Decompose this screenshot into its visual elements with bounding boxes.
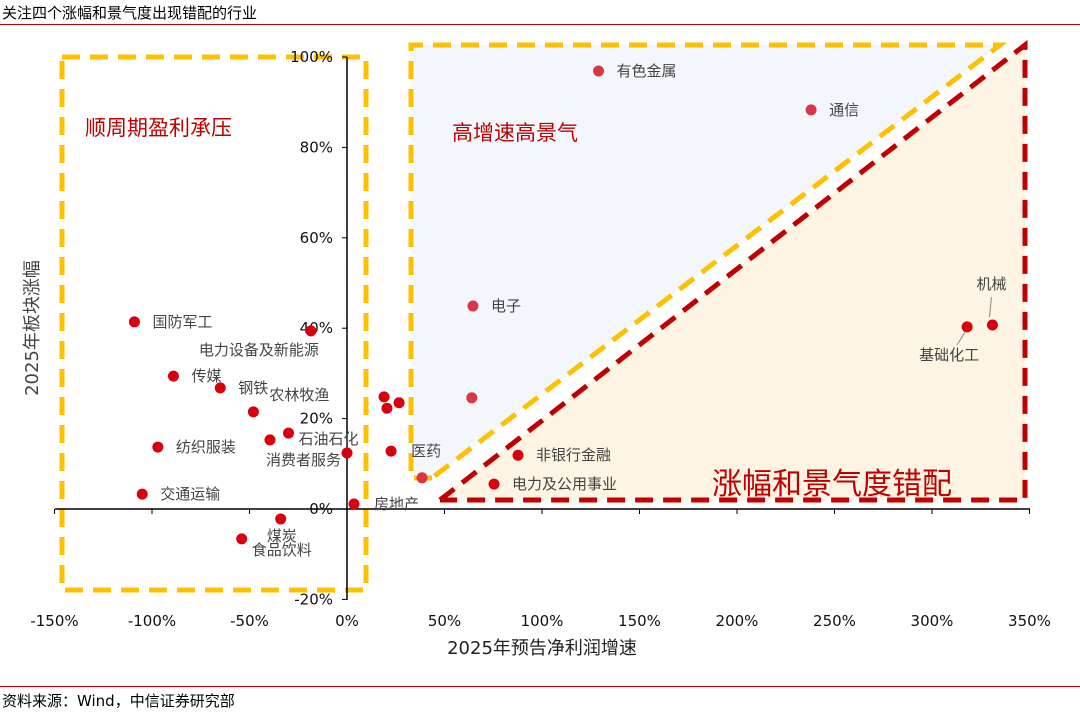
y-tick-label: 60% [300,229,333,247]
x-tick-label: 350% [1008,612,1051,630]
x-axis-label: 2025年预告净利润增速 [447,638,637,659]
leader-line [956,331,966,346]
point-label: 国防军工 [152,313,212,331]
x-tick-label: 150% [618,612,661,630]
x-tick-label: 50% [428,612,461,630]
data-point [305,325,317,337]
point-label: 医药 [411,442,441,460]
point-label: 有色金属 [617,62,677,80]
data-point [378,391,390,403]
x-tick-label: 250% [813,612,856,630]
y-axis-label: 2025年板块涨幅 [22,260,43,396]
point-label: 非银行金融 [536,446,611,464]
chart-title: 关注四个涨幅和景气度出现错配的行业 [2,4,258,22]
data-point [214,382,226,394]
data-point [136,488,148,500]
data-point [275,513,287,525]
y-tick-label: 100% [290,48,333,66]
source-note: 资料来源：Wind，中信证券研究部 [2,692,235,710]
data-point [385,445,397,457]
zone-label-high-growth: 高增速高景气 [452,121,578,145]
x-tick-label: 100% [521,612,564,630]
data-point [805,104,817,116]
point-label: 纺织服装 [176,438,236,456]
x-tick-label: -100% [128,612,176,630]
data-point [264,434,276,446]
point-label: 电子 [491,297,521,315]
leader-line [988,296,992,318]
footer-divider [0,686,1080,687]
zone-label-cyclical: 顺周期盈利承压 [85,116,232,140]
data-point [393,397,405,409]
point-label: 农林牧渔 [269,386,329,404]
point-label: 机械 [976,275,1006,293]
point-label: 石油石化 [299,430,359,448]
x-tick-label: 200% [716,612,759,630]
axes: -150% -100% -50% 0% 50% 100% 150% 200% 250% 300% 3… [30,48,1051,630]
cyclical-zone-box [59,54,369,593]
x-tick-label: -50% [230,612,269,630]
data-point [416,472,428,484]
title-divider [0,24,1080,25]
x-tick-label: 0% [335,612,359,630]
data-point [512,449,524,461]
mismatch-zone-box [438,39,1028,503]
y-tick-label: 80% [300,138,333,156]
data-point [466,392,478,404]
data-point [381,402,393,414]
data-point [128,316,140,328]
y-tick-label: -20% [294,590,333,608]
point-label: 房地产 [374,495,419,513]
data-point [467,300,479,312]
zone-shapes [59,39,1028,593]
data-point [961,321,973,333]
y-tick-label: 20% [300,410,333,428]
data-point [167,370,179,382]
point-label: 食品饮料 [252,541,312,559]
point-label: 煤炭 [267,527,297,545]
data-point [236,533,248,545]
x-tick-label: -150% [30,612,78,630]
zone-label-mismatch: 涨幅和景气度错配 [712,467,952,502]
data-point [152,441,164,453]
y-tick-label: 40% [300,319,333,337]
point-label: 传媒 [191,367,221,385]
data-point [341,447,353,459]
data-point [488,478,500,490]
point-label: 电力设备及新能源 [199,341,319,359]
point-label: 钢铁 [238,379,268,397]
point-label: 交通运输 [160,485,220,503]
data-point [283,427,294,439]
point-label: 消费者服务 [266,451,341,469]
data-point [348,498,360,510]
x-tick-label: 300% [911,612,954,630]
y-tick-label: 0% [309,500,333,518]
point-label: 电力及公用事业 [512,475,617,493]
point-label: 通信 [829,101,859,119]
point-label: 基础化工 [919,346,979,364]
high-growth-fill [411,45,1000,478]
data-point [593,65,605,77]
data-point [247,406,259,418]
data-point [986,319,998,331]
